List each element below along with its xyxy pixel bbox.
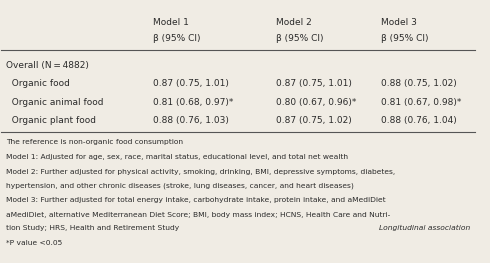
- Text: Model 2: Further adjusted for physical activity, smoking, drinking, BMI, depress: Model 2: Further adjusted for physical a…: [6, 169, 395, 175]
- Text: β (95% CI): β (95% CI): [381, 34, 428, 43]
- Text: β (95% CI): β (95% CI): [276, 34, 324, 43]
- Text: hypertension, and other chronic diseases (stroke, lung diseases, cancer, and hea: hypertension, and other chronic diseases…: [6, 182, 354, 189]
- Text: Organic animal food: Organic animal food: [6, 98, 103, 107]
- Text: 0.87 (0.75, 1.01): 0.87 (0.75, 1.01): [276, 79, 352, 88]
- Text: Model 1: Adjusted for age, sex, race, marital status, educational level, and tot: Model 1: Adjusted for age, sex, race, ma…: [6, 154, 348, 160]
- Text: Model 1: Model 1: [153, 18, 189, 27]
- Text: Model 3: Further adjusted for total energy intake, carbohydrate intake, protein : Model 3: Further adjusted for total ener…: [6, 196, 386, 203]
- Text: Organic plant food: Organic plant food: [6, 116, 96, 125]
- Text: 0.80 (0.67, 0.96)*: 0.80 (0.67, 0.96)*: [276, 98, 357, 107]
- Text: 0.87 (0.75, 1.01): 0.87 (0.75, 1.01): [153, 79, 229, 88]
- Text: Model 2: Model 2: [276, 18, 312, 27]
- Text: Overall (N = 4882): Overall (N = 4882): [6, 61, 89, 70]
- Text: Longitudinal association: Longitudinal association: [379, 225, 470, 231]
- Text: tion Study; HRS, Health and Retirement Study: tion Study; HRS, Health and Retirement S…: [6, 225, 179, 231]
- Text: 0.88 (0.76, 1.04): 0.88 (0.76, 1.04): [381, 116, 456, 125]
- Text: 0.88 (0.76, 1.03): 0.88 (0.76, 1.03): [153, 116, 229, 125]
- Text: Organic food: Organic food: [6, 79, 70, 88]
- Text: 0.88 (0.75, 1.02): 0.88 (0.75, 1.02): [381, 79, 456, 88]
- Text: Model 3: Model 3: [381, 18, 416, 27]
- Text: *P value <0.05: *P value <0.05: [6, 240, 62, 246]
- Text: 0.81 (0.68, 0.97)*: 0.81 (0.68, 0.97)*: [153, 98, 233, 107]
- Text: The reference is non-organic food consumption: The reference is non-organic food consum…: [6, 139, 183, 145]
- Text: 0.81 (0.67, 0.98)*: 0.81 (0.67, 0.98)*: [381, 98, 461, 107]
- Text: aMediDiet, alternative Mediterranean Diet Score; BMI, body mass index; HCNS, Hea: aMediDiet, alternative Mediterranean Die…: [6, 212, 391, 218]
- Text: 0.87 (0.75, 1.02): 0.87 (0.75, 1.02): [276, 116, 352, 125]
- Text: β (95% CI): β (95% CI): [153, 34, 200, 43]
